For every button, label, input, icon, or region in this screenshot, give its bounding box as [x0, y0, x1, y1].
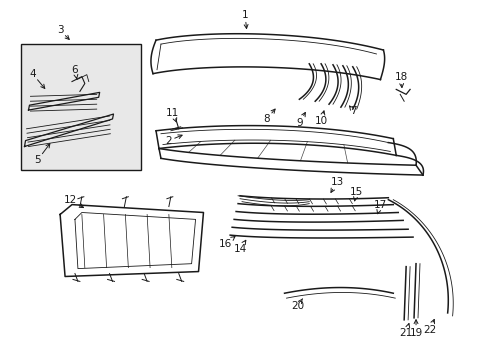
- Text: 3: 3: [57, 25, 69, 40]
- Text: 17: 17: [373, 199, 386, 214]
- Text: 18: 18: [394, 72, 407, 87]
- Text: 9: 9: [295, 112, 305, 128]
- Text: 10: 10: [314, 111, 327, 126]
- Text: 22: 22: [423, 319, 436, 335]
- Text: 15: 15: [349, 187, 363, 201]
- Text: 20: 20: [290, 299, 304, 311]
- FancyBboxPatch shape: [20, 44, 141, 170]
- Text: 12: 12: [63, 195, 83, 208]
- Text: 4: 4: [29, 69, 45, 89]
- Text: 19: 19: [408, 320, 422, 338]
- Text: 13: 13: [329, 177, 343, 192]
- Text: 5: 5: [34, 144, 50, 165]
- Text: 21: 21: [399, 324, 412, 338]
- Text: 7: 7: [349, 106, 356, 116]
- Text: 2: 2: [165, 135, 182, 145]
- Text: 8: 8: [263, 109, 275, 124]
- Text: 14: 14: [233, 240, 246, 254]
- Text: 11: 11: [166, 108, 179, 122]
- Text: 1: 1: [241, 10, 248, 28]
- Text: 6: 6: [71, 65, 78, 78]
- Text: 16: 16: [218, 237, 235, 249]
